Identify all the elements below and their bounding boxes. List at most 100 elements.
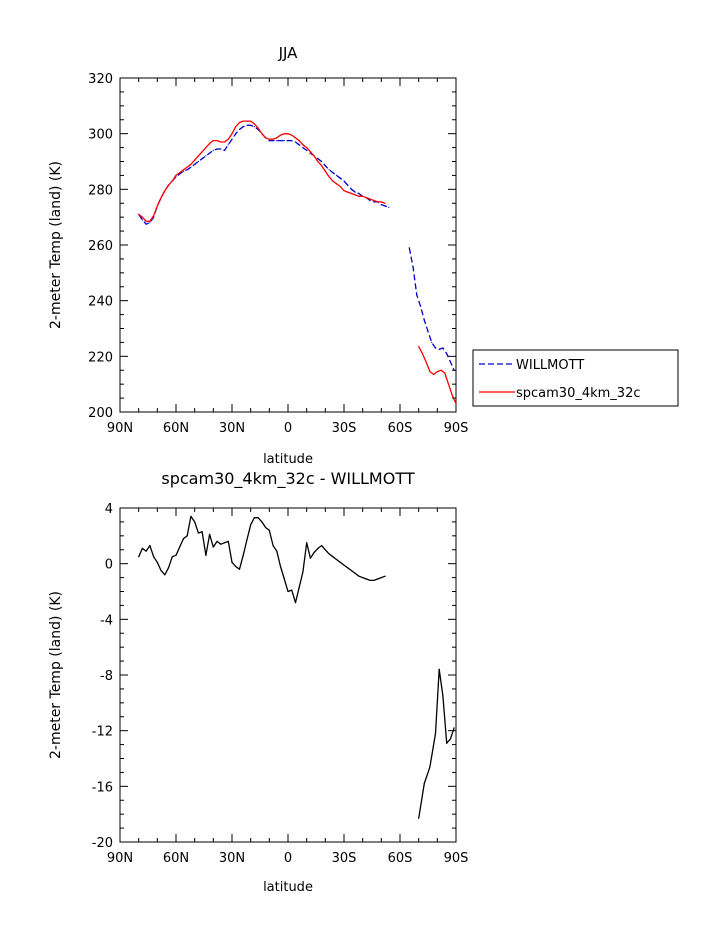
- data-point: [141, 216, 143, 218]
- data-point: [201, 158, 203, 160]
- data-point: [380, 201, 382, 203]
- data-point: [197, 155, 199, 157]
- x-tick-label: 0: [284, 851, 292, 866]
- data-point: [436, 371, 438, 373]
- data-point: [246, 539, 248, 541]
- data-point: [186, 169, 188, 171]
- data-point: [440, 369, 442, 371]
- data-point: [339, 561, 341, 563]
- data-point: [149, 545, 151, 547]
- data-point: [149, 220, 151, 222]
- data-point: [339, 177, 341, 179]
- data-point: [425, 361, 427, 363]
- y-tick-label: -4: [100, 613, 113, 628]
- data-point: [380, 577, 382, 579]
- data-point: [423, 782, 425, 785]
- data-point: [287, 133, 289, 135]
- x-axis-label: latitude: [263, 452, 313, 467]
- data-point: [302, 571, 304, 573]
- data-point: [446, 742, 448, 744]
- legend-label: spcam30_4km_32c: [516, 386, 641, 401]
- data-point: [164, 574, 166, 576]
- y-tick-label: 4: [105, 502, 113, 517]
- data-point: [380, 204, 382, 206]
- data-point: [313, 551, 315, 554]
- data-point: [182, 170, 185, 172]
- data-point: [324, 549, 326, 551]
- data-point: [453, 727, 455, 729]
- data-point: [328, 553, 330, 555]
- data-point: [335, 183, 338, 185]
- data-point: [212, 149, 214, 151]
- data-point: [223, 149, 226, 151]
- data-point: [138, 213, 140, 215]
- data-point: [358, 195, 360, 197]
- data-point: [153, 556, 155, 558]
- data-point: [298, 144, 300, 146]
- data-point: [220, 148, 222, 150]
- chart-title: JJA: [278, 44, 299, 62]
- data-point: [455, 403, 457, 405]
- data-point: [279, 565, 282, 568]
- data-point: [235, 565, 237, 568]
- data-point: [212, 546, 214, 548]
- data-point: [223, 542, 226, 544]
- data-point: [287, 590, 289, 593]
- data-point: [321, 545, 323, 547]
- plot-frame: [119, 507, 457, 843]
- series-line-difference: [418, 668, 455, 819]
- y-tick-label: -16: [92, 780, 113, 795]
- data-point: [190, 515, 192, 518]
- data-point: [328, 169, 330, 171]
- data-point: [421, 353, 423, 355]
- data-point: [145, 223, 147, 225]
- y-tick-label: 320: [88, 72, 113, 87]
- series-line-spcam30-4km-32c: [138, 120, 386, 222]
- x-tick-label: 90N: [107, 851, 133, 866]
- data-point: [332, 180, 334, 182]
- data-point: [294, 141, 297, 143]
- data-point: [268, 138, 270, 140]
- x-tick-label: 90S: [444, 851, 469, 866]
- data-point: [216, 140, 218, 142]
- data-point: [294, 137, 297, 139]
- data-point: [279, 140, 282, 142]
- data-point: [242, 554, 244, 556]
- data-point: [194, 163, 196, 165]
- data-point: [419, 305, 422, 307]
- data-point: [175, 174, 177, 176]
- data-point: [446, 353, 448, 355]
- data-point: [179, 172, 181, 174]
- data-point: [201, 531, 203, 533]
- data-point: [347, 191, 349, 193]
- data-point: [257, 127, 259, 129]
- data-point: [332, 556, 334, 558]
- data-point: [283, 578, 285, 580]
- data-point: [216, 148, 218, 150]
- data-point: [451, 394, 453, 396]
- data-point: [321, 165, 323, 167]
- data-point: [194, 159, 196, 161]
- data-point: [238, 121, 241, 124]
- data-point: [317, 158, 319, 160]
- data-point: [149, 222, 151, 224]
- x-axis-label: latitude: [263, 880, 313, 895]
- data-point: [283, 140, 285, 142]
- data-point: [291, 140, 293, 142]
- data-point: [186, 535, 188, 537]
- y-tick-label: 240: [88, 295, 113, 310]
- data-point: [362, 577, 364, 579]
- data-point: [272, 140, 274, 142]
- data-point: [231, 138, 233, 140]
- data-point: [434, 732, 437, 735]
- data-point: [298, 586, 300, 588]
- data-point: [332, 172, 334, 174]
- data-point: [227, 144, 229, 146]
- y-tick-label: -8: [100, 669, 113, 684]
- data-point: [223, 141, 226, 143]
- data-point: [253, 126, 255, 128]
- data-point: [141, 219, 143, 221]
- data-point: [238, 128, 241, 131]
- data-point: [179, 546, 181, 548]
